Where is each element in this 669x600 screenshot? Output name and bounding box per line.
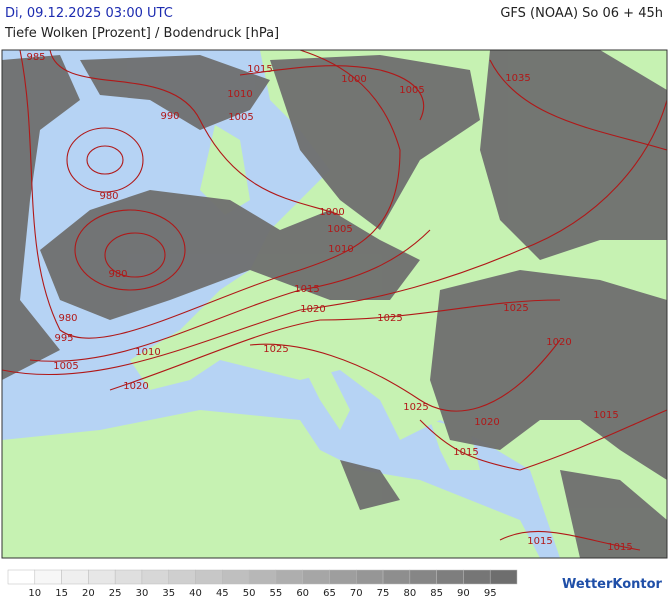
- legend-swatch: [436, 569, 464, 585]
- isobar-label: 995: [54, 333, 73, 344]
- legend-swatch: [61, 569, 89, 585]
- legend-label: 45: [216, 588, 229, 599]
- datetime: Di, 09.12.2025 03:00 UTC: [5, 6, 173, 21]
- legend-swatch: [168, 569, 196, 585]
- legend-label: 20: [82, 588, 95, 599]
- legend-swatch: [7, 569, 36, 585]
- isobar-label: 1025: [403, 402, 428, 413]
- isobar-label: 1010: [328, 244, 353, 255]
- map-frame: [1, 49, 668, 559]
- isobar-label: 1015: [607, 542, 632, 553]
- isobar-label: 1020: [300, 304, 325, 315]
- legend-label: 15: [55, 588, 68, 599]
- legend-label: 30: [136, 588, 149, 599]
- legend-swatch: [248, 569, 277, 585]
- logo: WetterKontor: [562, 577, 663, 592]
- isobars: [2, 50, 667, 551]
- legend-swatch: [356, 569, 384, 585]
- legend-swatch: [382, 569, 411, 585]
- land: [2, 410, 540, 558]
- legend-swatch: [114, 569, 143, 585]
- legend-swatch: [463, 569, 491, 585]
- legend-label: 90: [457, 588, 470, 599]
- legend-label: 40: [189, 588, 202, 599]
- legend-label: 80: [403, 588, 416, 599]
- legend-label: 25: [109, 588, 122, 599]
- legend-label: 70: [350, 588, 363, 599]
- legend-label: 10: [28, 588, 41, 599]
- isobar-label: 1005: [399, 85, 424, 96]
- legend-label: 50: [243, 588, 256, 599]
- isobar-label: 990: [160, 111, 179, 122]
- isobar-label: 1015: [453, 447, 478, 458]
- legend-label: 65: [323, 588, 336, 599]
- legend-swatch: [302, 569, 330, 585]
- isobar-label: 1005: [327, 224, 352, 235]
- isobar-label: 1010: [135, 347, 160, 358]
- legend-swatch: [141, 569, 169, 585]
- legend-swatch: [195, 569, 223, 585]
- isobar-label: 980: [99, 191, 118, 202]
- map-title: Tiefe Wolken [Prozent] / Bodendruck [hPa…: [5, 26, 280, 41]
- land: [200, 125, 250, 215]
- isobar-label: 1025: [377, 313, 402, 324]
- legend-label: 75: [377, 588, 390, 599]
- isobar-label: 1005: [53, 361, 78, 372]
- isobar-label: 1025: [263, 344, 288, 355]
- isobar-label: 1015: [294, 284, 319, 295]
- isobar-label: 1020: [123, 381, 148, 392]
- legend-label: 55: [270, 588, 283, 599]
- isobar-label: 1015: [527, 536, 552, 547]
- legend-swatch: [88, 569, 116, 585]
- isobar-label: 1015: [247, 64, 272, 75]
- legend: 10 15 20 25 30 35 40 45 50 55 60 65 70 75 80 85 90 95: [7, 569, 518, 599]
- legend-swatch: [222, 569, 250, 585]
- isobar-label: 1035: [505, 73, 530, 84]
- isobar-label: 1000: [319, 207, 344, 218]
- isobar-label: 985: [26, 52, 45, 63]
- legend-label: 60: [296, 588, 309, 599]
- isobar-label: 1010: [227, 89, 252, 100]
- isobar-label: 1015: [593, 410, 618, 421]
- isobar-label: 980: [108, 269, 127, 280]
- isobar-label: 1020: [474, 417, 499, 428]
- model-info: GFS (NOAA) So 06 + 45h: [500, 6, 663, 21]
- clouds: [2, 50, 667, 558]
- isobar-label: 1000: [341, 74, 366, 85]
- map-area: 985 1015 1010 1000 1005 1005 990 1035 980 1000 100…: [2, 50, 667, 558]
- isobar-label: 1005: [228, 112, 253, 123]
- isobar-label: 1020: [546, 337, 571, 348]
- isobar-label: 1025: [503, 303, 528, 314]
- legend-swatch: [409, 569, 437, 585]
- land: [300, 360, 350, 430]
- legend-swatch: [489, 569, 518, 585]
- legend-label: 35: [162, 588, 175, 599]
- legend-swatch: [275, 569, 303, 585]
- legend-swatch: [329, 569, 357, 585]
- isobar-label: 980: [58, 313, 77, 324]
- legend-label: 85: [430, 588, 443, 599]
- legend-swatch: [34, 569, 62, 585]
- legend-label: 95: [484, 588, 497, 599]
